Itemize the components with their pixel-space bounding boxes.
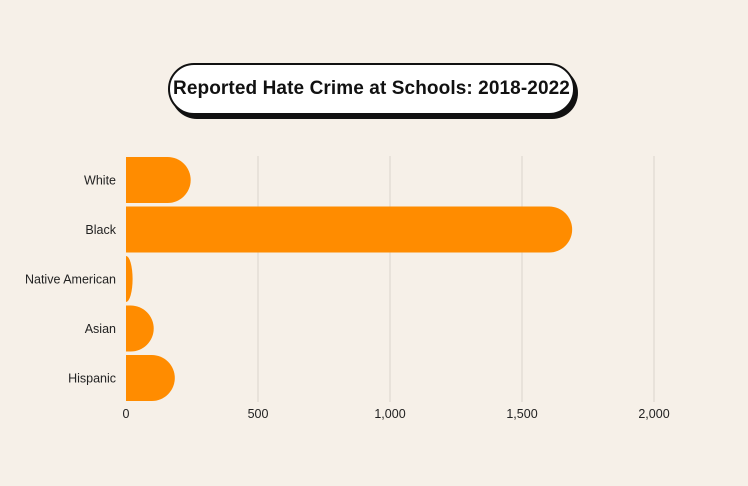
bar-native-american <box>126 256 133 302</box>
x-tick-label: 2,000 <box>638 407 669 421</box>
category-label-asian: Asian <box>85 322 116 336</box>
category-label-black: Black <box>85 223 116 237</box>
bars <box>126 157 573 401</box>
chart-title: Reported Hate Crime at Schools: 2018-202… <box>173 78 570 99</box>
category-labels: White Black Native American Asian Hispanic <box>25 174 117 386</box>
grid-lines <box>257 156 655 402</box>
category-label-hispanic: Hispanic <box>68 372 116 386</box>
x-tick-label: 1,500 <box>506 407 537 421</box>
x-tick-label: 1,000 <box>374 407 405 421</box>
bar-white <box>126 157 191 203</box>
x-tick-label: 0 <box>123 407 130 421</box>
bar-black <box>126 206 573 253</box>
bar-hispanic <box>126 355 175 401</box>
category-label-white: White <box>84 174 116 188</box>
bar-asian <box>126 305 154 352</box>
x-tick-labels: 0 500 1,000 1,500 2,000 <box>123 407 670 421</box>
x-tick-label: 500 <box>248 407 269 421</box>
chart-title-pill: Reported Hate Crime at Schools: 2018-202… <box>168 63 575 115</box>
category-label-native-american: Native American <box>25 273 116 287</box>
